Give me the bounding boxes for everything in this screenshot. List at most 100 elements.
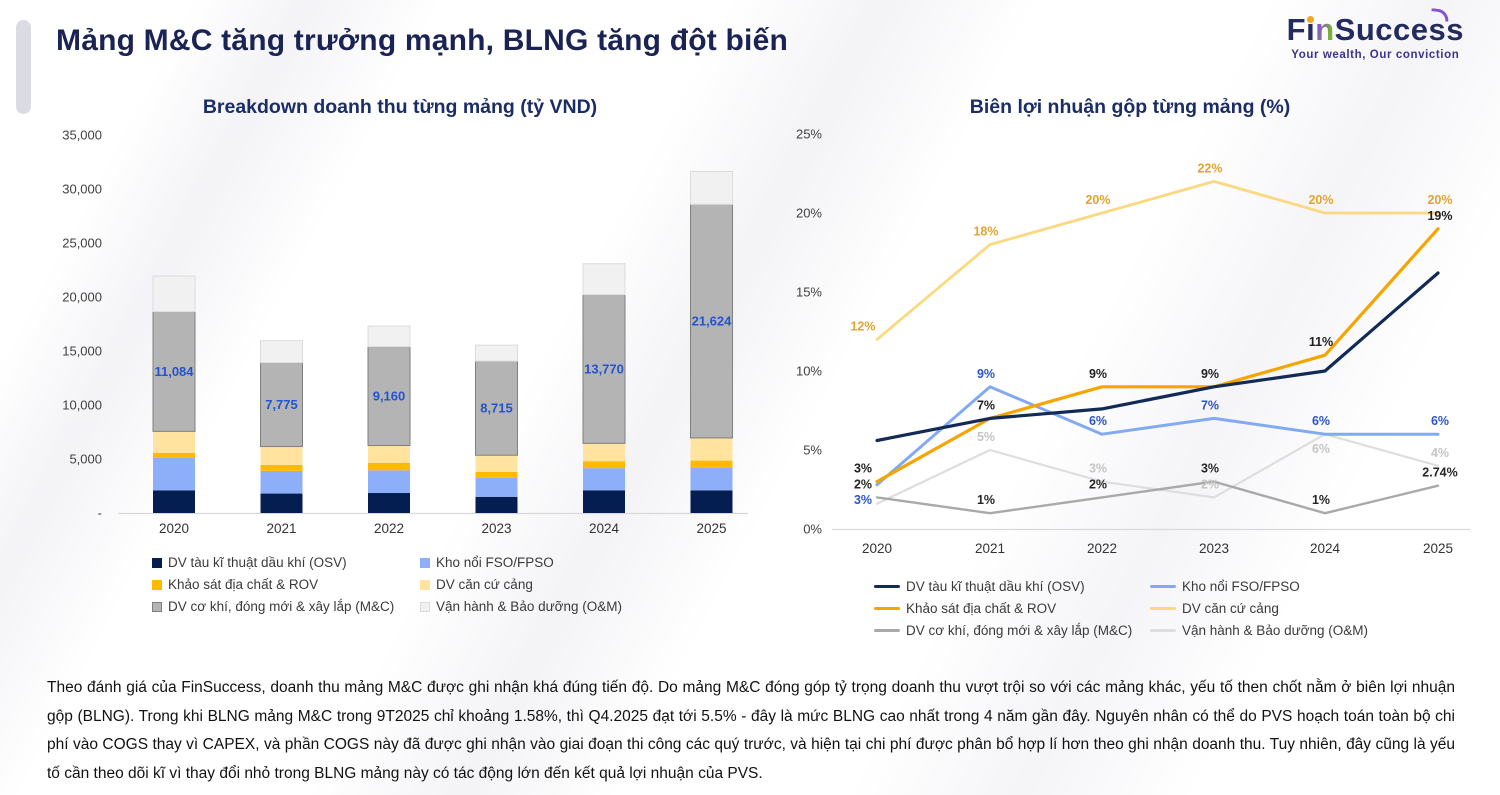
data-point-label: 2% — [854, 477, 872, 491]
legend-item: DV cơ khí, đóng mới & xây lắp (M&C) — [152, 599, 420, 614]
logo-letter-n: n — [1315, 12, 1335, 47]
bar-segment — [690, 460, 733, 468]
data-point-label: 22% — [1197, 161, 1222, 175]
revenue-chart-title: Breakdown doanh thu từng mảng (tỷ VND) — [202, 96, 598, 118]
data-point-label: 9% — [977, 367, 995, 381]
bar-segment — [583, 490, 625, 513]
data-point-label: 3% — [1201, 462, 1219, 476]
bar-segment — [260, 470, 303, 494]
bar-segment — [475, 471, 518, 478]
logo-letter-s-swoosh: s — [1428, 12, 1447, 47]
legend-swatch — [1150, 628, 1176, 633]
bar-value-label: 13,770 — [584, 361, 624, 376]
data-point-label: 2.74% — [1422, 466, 1457, 480]
bar-segment — [153, 490, 195, 513]
bar-segment — [152, 275, 196, 313]
legend-item: Vận hành & Bảo dưỡng (O&M) — [1150, 623, 1490, 638]
data-point-label: 18% — [973, 225, 998, 239]
line-series — [875, 433, 1440, 505]
data-point-label: 6% — [1089, 414, 1107, 428]
y-axis-tick: 30,000 — [62, 182, 102, 197]
bar-segment — [153, 457, 195, 491]
bar-segment — [690, 467, 733, 491]
line-series — [875, 271, 1440, 443]
y-axis-tick: - — [98, 506, 102, 521]
data-point-label: 3% — [854, 462, 872, 476]
y-axis-tick: 20% — [796, 206, 822, 221]
legend-item: DV tàu kĩ thuật dầu khí (OSV) — [874, 579, 1150, 594]
legend-swatch — [1150, 606, 1176, 611]
x-axis-label: 2022 — [374, 521, 404, 536]
bar-segment — [260, 446, 303, 465]
legend-label: Khảo sát địa chất & ROV — [168, 577, 319, 592]
bar-segment — [152, 311, 196, 432]
legend-swatch — [152, 579, 162, 590]
y-axis-tick: 10% — [796, 364, 822, 379]
data-point-label: 6% — [1312, 414, 1330, 428]
margin-chart-block: Biên lợi nhuận gộp từng mảng (%) 25% 20% 1… — [770, 96, 1490, 638]
legend-swatch — [152, 557, 162, 568]
data-point-label: 4% — [1431, 446, 1449, 460]
data-point-label: 7% — [977, 398, 995, 412]
line-series — [875, 180, 1440, 341]
data-point-label: 20% — [1085, 193, 1110, 207]
bar-segment — [690, 490, 733, 513]
revenue-chart-block: Breakdown doanh thu từng mảng (tỷ VND) 3… — [40, 96, 760, 614]
bar-segment — [260, 493, 303, 513]
bar-segment — [260, 464, 303, 471]
x-axis-label: 2021 — [266, 521, 296, 536]
margin-chart-legend: DV tàu kĩ thuật dầu khí (OSV) Kho nổi FSO… — [874, 579, 1490, 638]
y-axis-tick: 5,000 — [69, 452, 102, 467]
x-axis-label: 2025 — [1423, 541, 1453, 556]
data-point-label: 3% — [854, 493, 872, 507]
legend-label: Vận hành & Bảo dưỡng (O&M) — [1182, 623, 1368, 638]
data-point-label: 1% — [977, 493, 995, 507]
analysis-paragraph: Theo đánh giá của FinSuccess, doanh thu … — [47, 679, 1455, 782]
logo-wordmark: FinSuccess — [1287, 12, 1464, 48]
bar-segment — [475, 455, 518, 472]
data-point-label: 20% — [1427, 193, 1452, 207]
legend-label: Vận hành & Bảo dưỡng (O&M) — [436, 599, 622, 614]
bar-value-label: 21,624 — [692, 314, 733, 329]
data-point-label: 6% — [1312, 442, 1330, 456]
bar-segment — [582, 294, 626, 444]
bar-value-label: 7,775 — [265, 397, 298, 412]
x-axis-label: 2023 — [481, 521, 511, 536]
bar-segment — [475, 344, 518, 362]
bar-segment — [260, 362, 303, 448]
legend-item: Kho nổi FSO/FPSO — [420, 555, 760, 570]
data-point-label: 6% — [1431, 414, 1449, 428]
y-axis-tick: 15,000 — [62, 344, 102, 359]
legend-item: DV căn cứ cảng — [1150, 601, 1490, 616]
bar-segment — [368, 445, 410, 463]
legend-swatch — [874, 628, 900, 633]
bar-segment — [368, 470, 410, 494]
data-point-label: 9% — [1201, 367, 1219, 381]
bar-segment — [367, 325, 411, 348]
bar-segment — [153, 431, 195, 453]
legend-label: Khảo sát địa chất & ROV — [906, 601, 1057, 616]
y-axis-tick: 15% — [796, 285, 822, 300]
legend-item: DV căn cứ cảng — [420, 577, 760, 592]
data-point-label: 12% — [850, 319, 875, 333]
legend-item: DV tàu kĩ thuật dầu khí (OSV) — [152, 555, 420, 570]
x-axis-label: 2024 — [589, 521, 620, 536]
logo-tagline: Your wealth, Our conviction — [1291, 49, 1460, 61]
y-axis-tick: 10,000 — [62, 398, 102, 413]
bar-segment — [475, 496, 518, 513]
bar-value-label: 11,084 — [154, 364, 194, 379]
legend-item: DV cơ khí, đóng mới & xây lắp (M&C) — [874, 623, 1150, 638]
revenue-chart-legend: DV tàu kĩ thuật dầu khí (OSV) Kho nổi FSO… — [152, 555, 760, 614]
data-point-label: 1% — [1312, 493, 1330, 507]
logo-letter: s — [1446, 12, 1464, 47]
data-point-label: 2% — [1089, 477, 1107, 491]
data-point-label: 11% — [1309, 335, 1333, 349]
finsuccess-logo: FinSuccess Your wealth, Our conviction — [1287, 12, 1464, 61]
bar-segment — [690, 170, 733, 205]
line-series — [875, 385, 1440, 487]
x-axis-label: 2020 — [862, 541, 892, 556]
x-axis-label: 2024 — [1310, 541, 1341, 556]
legend-label: DV cơ khí, đóng mới & xây lắp (M&C) — [906, 623, 1133, 638]
x-axis-label: 2020 — [159, 521, 189, 536]
line-series — [875, 227, 1440, 484]
